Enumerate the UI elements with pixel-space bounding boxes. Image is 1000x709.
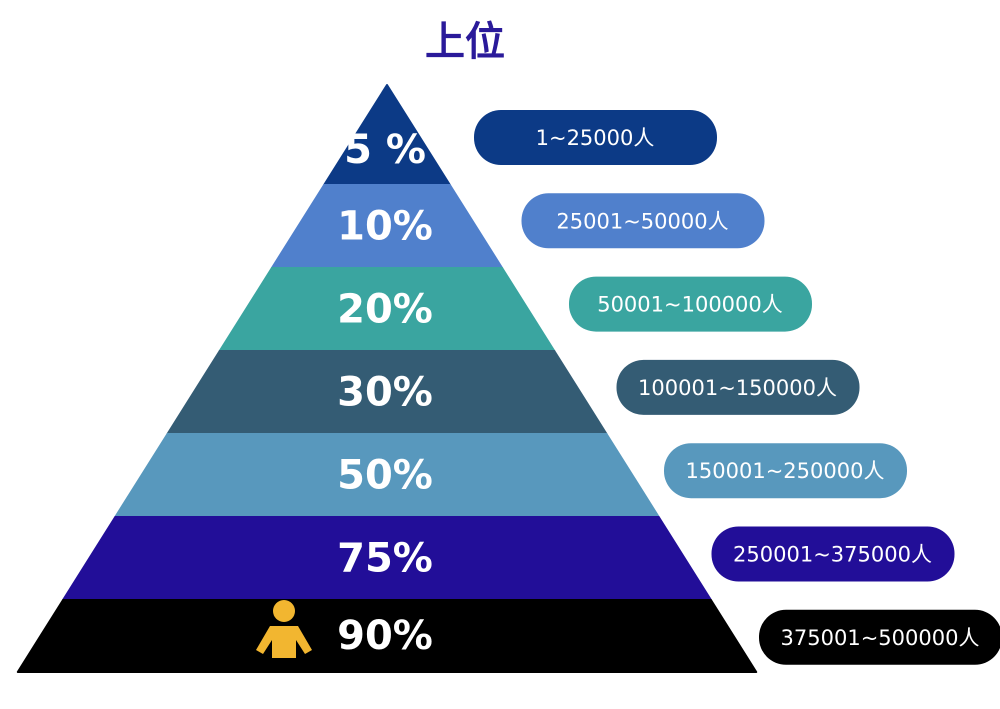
range-label: 100001~150000人 [638,376,837,400]
range-pill [711,526,955,582]
range-pill [474,110,717,165]
range-label: 375001~500000人 [781,626,980,650]
range-label: 250001~375000人 [733,543,932,567]
tier-label: 75% [337,536,433,582]
range-label: 25001~50000人 [556,209,728,233]
range-pill [664,443,907,499]
tier-label: 30% [337,370,433,416]
tier-label: 10% [337,204,433,250]
person-icon [256,600,312,658]
range-pill [569,276,812,332]
range-pill [521,193,765,249]
title: 上位 [425,19,505,65]
range-label: 1~25000人 [536,126,655,150]
tier-label: 50% [337,453,433,499]
tiers: 5 % 1~25000人 10% 25001~50000人 20% 50001~10000… [16,84,1000,673]
range-label: 150001~250000人 [686,459,885,483]
range-pill [759,609,1000,665]
range-pill [616,359,860,415]
tier-label: 5 % [344,127,426,173]
tier-label: 20% [337,287,433,333]
tier-label: 90% [337,613,433,659]
tier [16,599,758,673]
range-label: 50001~100000人 [597,293,783,317]
